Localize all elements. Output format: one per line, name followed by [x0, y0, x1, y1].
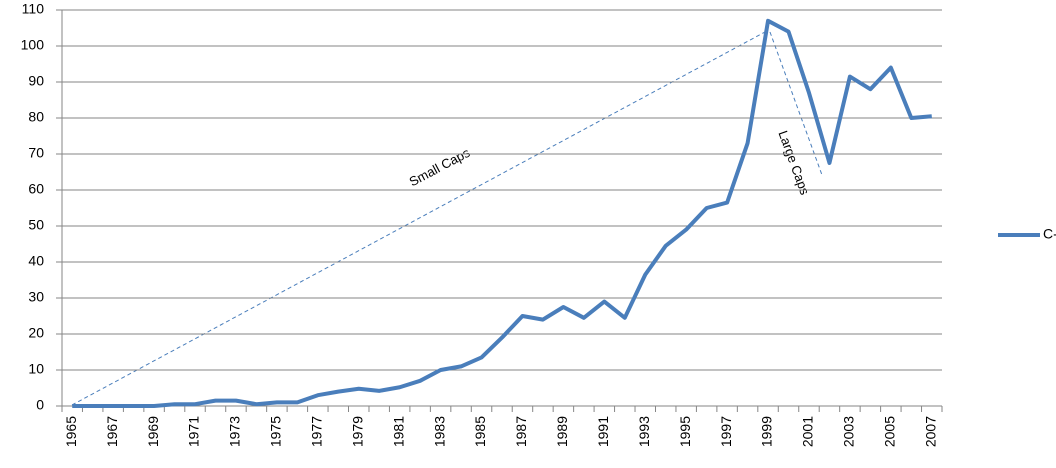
y-tick-label: 30	[28, 289, 44, 305]
y-tick-label: 110	[22, 1, 45, 17]
annotation: Small Caps	[407, 145, 473, 190]
x-tick-label: 1985	[472, 416, 488, 447]
x-tick-label: 2001	[800, 416, 816, 447]
x-tick-label: 1989	[554, 416, 570, 447]
x-tick-label: 1971	[186, 416, 202, 447]
x-tick-label: 1977	[309, 416, 325, 447]
x-tick-label: 2005	[882, 416, 898, 447]
legend-label: C-D	[1043, 226, 1056, 242]
y-tick-label: 10	[28, 361, 44, 377]
x-tick-label: 1967	[104, 416, 120, 447]
y-tick-label: 0	[36, 397, 44, 413]
x-tick-label: 1991	[595, 416, 611, 447]
y-tick-label: 90	[28, 73, 44, 89]
x-tick-label: 1975	[268, 416, 284, 447]
x-tick-label: 1987	[513, 416, 529, 447]
data-line	[72, 18, 932, 408]
x-tick-label: 2007	[922, 416, 938, 447]
x-tick-label: 1965	[63, 416, 79, 447]
x-tick-label: 1999	[759, 416, 775, 447]
y-tick-label: 40	[28, 253, 44, 269]
x-tick-label: 1997	[718, 416, 734, 447]
annotation-line	[769, 31, 823, 176]
x-tick-label: 1973	[227, 416, 243, 447]
y-tick-label: 60	[28, 181, 44, 197]
annotation-line	[71, 31, 766, 406]
annotation: Large Caps	[775, 128, 812, 197]
y-tick-label: 50	[28, 217, 44, 233]
x-tick-label: 1983	[431, 416, 447, 447]
x-tick-label: 1981	[390, 416, 406, 447]
y-tick-label: 100	[21, 37, 45, 53]
x-tick-label: 1969	[145, 416, 161, 447]
x-tick-label: 1979	[349, 416, 365, 447]
x-tick-label: 1995	[677, 416, 693, 447]
y-tick-label: 80	[28, 109, 44, 125]
x-tick-label: 2003	[841, 416, 857, 447]
x-tick-label: 1993	[636, 416, 652, 447]
y-tick-label: 20	[28, 325, 44, 341]
y-tick-label: 70	[28, 145, 44, 161]
